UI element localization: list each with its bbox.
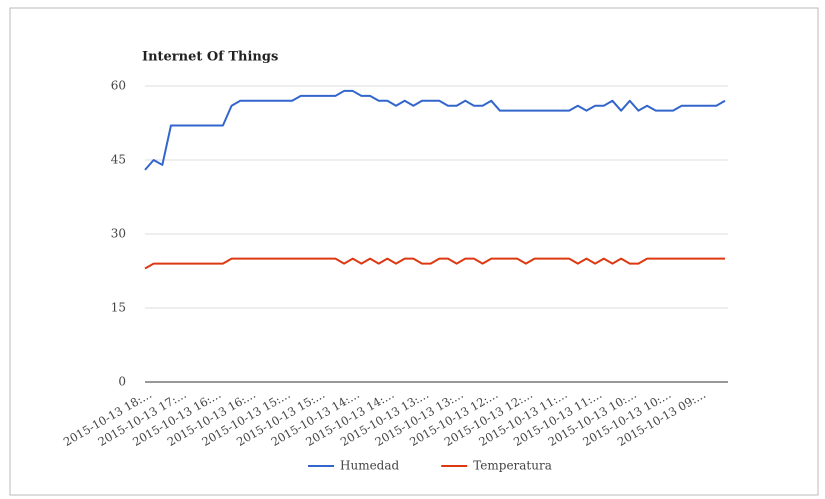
y-tick-label: 30 [111,227,126,241]
frame [9,7,819,496]
chart-title: Internet Of Things [142,50,278,65]
series-line [144,89,726,171]
y-tick-label: 15 [111,301,126,315]
y-tick-label: 60 [111,79,126,93]
series-line [144,257,725,270]
y-tick-label: 45 [111,153,126,167]
y-tick-label: 0 [118,375,126,389]
legend-label: Temperatura [473,459,552,473]
legend-label: Humedad [340,459,400,473]
